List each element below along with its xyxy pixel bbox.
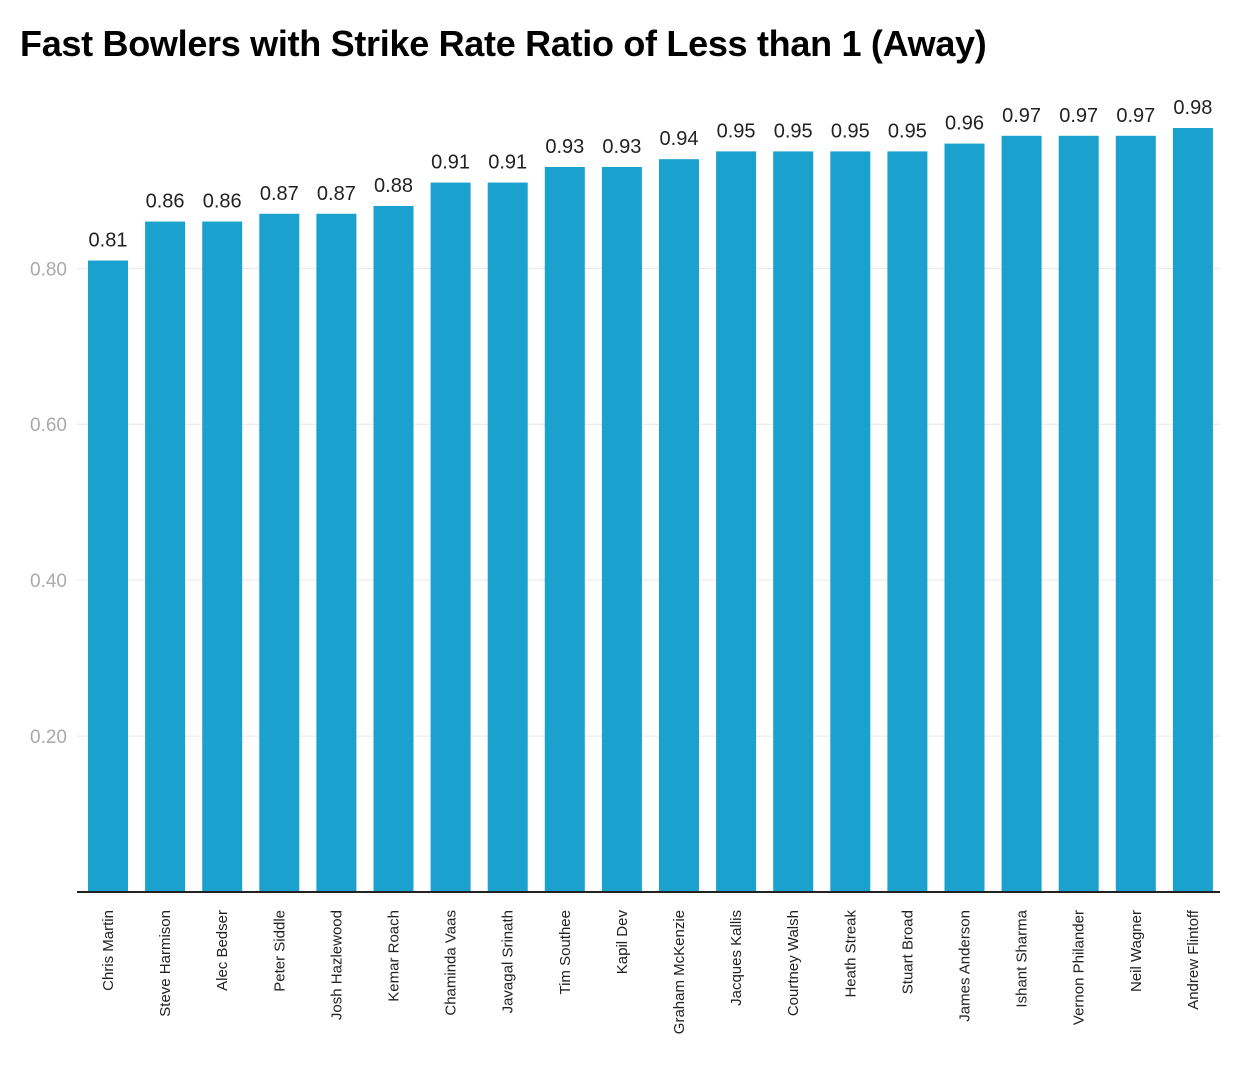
bar <box>259 213 300 892</box>
bar <box>316 213 357 892</box>
bar <box>202 221 243 892</box>
x-axis: Chris Martin Steve Harmison Alec Bedser Pet… <box>77 891 1220 1034</box>
bar <box>487 182 528 893</box>
bar <box>830 151 871 892</box>
x-tick-label: Andrew Flintoff <box>1185 909 1202 1010</box>
bar <box>430 182 471 893</box>
x-tick-label: Chaminda Vaas <box>443 910 460 1016</box>
value-label: 0.91 <box>431 152 470 174</box>
value-label: 0.88 <box>374 175 413 197</box>
x-tick-label: Graham McKenzie <box>671 910 688 1034</box>
x-tick-label: Chris Martin <box>100 910 117 991</box>
y-tick-label: 0.80 <box>30 259 67 280</box>
value-label: 0.93 <box>602 136 641 158</box>
bar <box>1001 135 1042 893</box>
bar <box>773 151 814 892</box>
bar <box>1058 135 1099 893</box>
y-axis: 0.20 0.40 0.60 0.80 <box>30 259 67 748</box>
value-labels: 0.81 0.86 0.86 0.87 0.87 0.88 0.91 0.91 0.93 0.93… <box>89 97 1213 252</box>
bar <box>145 221 186 892</box>
x-tick-label: Tim Southee <box>557 910 574 995</box>
x-tick-label: Javagal Srinath <box>500 910 517 1013</box>
value-label: 0.91 <box>488 152 527 174</box>
value-label: 0.95 <box>888 120 927 142</box>
bar <box>88 260 128 892</box>
x-tick-label: Steve Harmison <box>157 910 174 1017</box>
value-label: 0.86 <box>203 191 242 213</box>
bar <box>659 159 699 893</box>
value-label: 0.86 <box>146 191 185 213</box>
y-tick-label: 0.40 <box>30 571 67 592</box>
value-label: 0.98 <box>1173 97 1212 119</box>
bar <box>601 166 642 892</box>
bar <box>1172 128 1213 892</box>
value-label: 0.87 <box>260 183 299 205</box>
value-label: 0.97 <box>1059 105 1098 127</box>
value-label: 0.97 <box>1116 105 1155 127</box>
bar <box>887 151 928 892</box>
value-label: 0.95 <box>774 120 813 142</box>
x-tick-label: Ishant Sharma <box>1014 909 1031 1007</box>
value-label: 0.93 <box>545 136 584 158</box>
bar <box>1115 135 1156 893</box>
y-tick-label: 0.20 <box>30 727 67 748</box>
value-label: 0.97 <box>1002 105 1041 127</box>
value-label: 0.81 <box>89 230 128 252</box>
x-tick-label: Stuart Broad <box>899 910 916 994</box>
x-tick-label: Courtney Walsh <box>785 910 802 1016</box>
chart-title: Fast Bowlers with Strike Rate Ratio of L… <box>20 23 987 64</box>
x-tick-label: Vernon Philander <box>1071 910 1088 1025</box>
x-tick-label: Kapil Dev <box>614 910 631 975</box>
bar <box>944 143 985 892</box>
x-tick-label: Heath Streak <box>842 910 859 998</box>
x-tick-label: James Anderson <box>957 910 974 1022</box>
value-label: 0.94 <box>660 128 699 150</box>
bar <box>373 205 414 893</box>
bar <box>716 151 757 892</box>
x-tick-label: Alec Bedser <box>214 910 231 991</box>
value-label: 0.87 <box>317 183 356 205</box>
x-tick-label: Peter Siddle <box>271 910 288 992</box>
bars <box>88 128 1213 893</box>
x-tick-label: Josh Hazlewood <box>328 910 345 1020</box>
x-tick-label: Kemar Roach <box>386 910 403 1002</box>
x-tick-label: Neil Wagner <box>1128 910 1145 992</box>
bar <box>544 166 585 892</box>
x-tick-label: Jacques Kallis <box>728 910 745 1006</box>
gridlines <box>77 267 1220 737</box>
value-label: 0.95 <box>717 120 756 142</box>
value-label: 0.95 <box>831 120 870 142</box>
y-tick-label: 0.60 <box>30 415 67 436</box>
value-label: 0.96 <box>945 113 984 135</box>
